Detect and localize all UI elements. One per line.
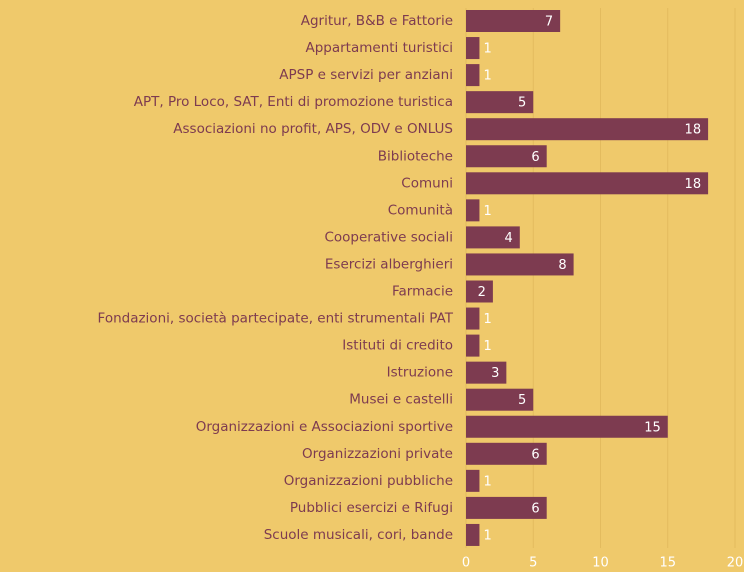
bar <box>466 469 480 492</box>
value-label: 18 <box>685 177 702 192</box>
bar <box>466 361 507 384</box>
bar <box>466 334 480 357</box>
category-label: Esercizi alberghieri <box>325 256 453 272</box>
bar <box>466 415 668 438</box>
value-label: 1 <box>483 42 491 57</box>
bar <box>466 64 480 87</box>
value-label: 5 <box>518 393 526 408</box>
bar <box>466 307 480 330</box>
value-label: 3 <box>491 366 499 381</box>
bar <box>466 523 480 546</box>
category-label: Istruzione <box>387 365 453 381</box>
value-label: 4 <box>505 231 513 246</box>
category-label: Farmacie <box>392 284 453 300</box>
value-label: 1 <box>483 339 491 354</box>
value-label: 18 <box>685 123 702 138</box>
value-label: 5 <box>518 96 526 111</box>
x-tick-label: 5 <box>529 556 537 571</box>
category-label: Agritur, B&B e Fattorie <box>301 13 453 29</box>
bar <box>466 253 574 276</box>
bar <box>466 280 493 303</box>
bar <box>466 145 547 168</box>
value-label: 6 <box>531 501 539 516</box>
category-label: Appartamenti turistici <box>305 40 453 56</box>
value-label: 1 <box>483 69 491 84</box>
value-label: 7 <box>545 15 553 30</box>
value-label: 1 <box>483 204 491 219</box>
category-label: APT, Pro Loco, SAT, Enti di promozione t… <box>134 94 453 110</box>
value-label: 8 <box>558 258 566 273</box>
category-label: Organizzazioni pubbliche <box>284 473 453 489</box>
x-tick-label: 10 <box>592 556 609 571</box>
category-label: Biblioteche <box>378 148 453 164</box>
x-tick-label: 20 <box>727 556 744 571</box>
category-label: Organizzazioni private <box>302 446 453 462</box>
category-label: Organizzazioni e Associazioni sportive <box>196 419 453 435</box>
value-label: 6 <box>531 447 539 462</box>
bar <box>466 37 480 60</box>
bar <box>466 199 480 222</box>
category-label: Comuni <box>401 175 453 191</box>
category-label: Pubblici esercizi e Rifugi <box>290 500 453 516</box>
value-label: 15 <box>644 420 661 435</box>
bar <box>466 442 547 465</box>
category-label: Associazioni no profit, APS, ODV e ONLUS <box>173 121 453 137</box>
value-label: 1 <box>483 312 491 327</box>
category-label: Musei e castelli <box>349 392 453 408</box>
bar <box>466 226 520 249</box>
bar <box>466 496 547 519</box>
category-label: Istituti di credito <box>342 338 453 354</box>
bar <box>466 118 709 141</box>
x-tick-label: 0 <box>462 556 470 571</box>
bar <box>466 10 561 32</box>
bar <box>466 388 534 411</box>
category-label: Fondazioni, società partecipate, enti st… <box>98 311 454 327</box>
category-label: Scuole musicali, cori, bande <box>264 527 453 543</box>
value-label: 1 <box>483 474 491 489</box>
category-label: Cooperative sociali <box>324 229 453 245</box>
value-label: 1 <box>483 528 491 543</box>
bar <box>466 91 534 114</box>
value-label: 6 <box>531 150 539 165</box>
x-tick-label: 15 <box>659 556 676 571</box>
bar <box>466 172 709 195</box>
category-label: Comunità <box>388 202 453 218</box>
category-label: APSP e servizi per anziani <box>279 67 453 83</box>
value-label: 2 <box>478 285 486 300</box>
